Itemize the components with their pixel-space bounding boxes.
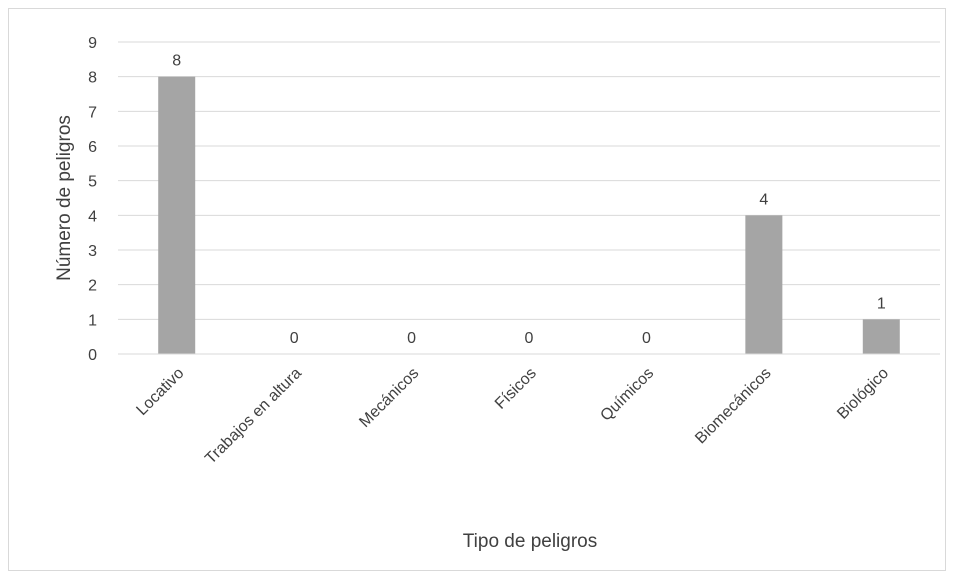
data-label: 1 — [877, 295, 886, 312]
y-axis-ticks: 0 1 2 3 4 5 6 7 8 9 — [88, 35, 97, 364]
y-tick-label: 9 — [88, 35, 97, 52]
y-tick-label: 3 — [88, 243, 97, 260]
x-category-label: Físicos — [492, 365, 540, 413]
bar — [158, 76, 196, 355]
x-category-label: Mecánicos — [356, 365, 422, 431]
data-label: 0 — [642, 330, 651, 347]
y-tick-label: 7 — [88, 104, 97, 121]
x-axis-title: Tipo de peligros — [463, 531, 597, 552]
x-category-label: Químicos — [597, 365, 657, 425]
y-axis-title: Número de peligros — [54, 115, 75, 281]
y-tick-label: 0 — [88, 347, 97, 364]
x-category-label: Trabajos en altura — [202, 365, 305, 468]
y-tick-label: 4 — [88, 208, 97, 225]
bar — [862, 319, 900, 354]
y-tick-label: 6 — [88, 139, 97, 156]
data-label: 4 — [759, 191, 768, 208]
y-tick-label: 8 — [88, 70, 97, 87]
data-label: 0 — [525, 330, 534, 347]
y-tick-label: 2 — [88, 278, 97, 295]
data-label: 0 — [290, 330, 299, 347]
x-axis-categories: Locativo Trabajos en altura Mecánicos Físic… — [133, 365, 892, 468]
data-labels: 8 0 0 0 0 4 1 — [172, 53, 886, 347]
data-label: 8 — [172, 53, 181, 70]
x-category-label: Biomecánicos — [692, 365, 774, 447]
x-category-label: Biológico — [834, 365, 892, 423]
bars — [158, 76, 900, 355]
data-label: 0 — [407, 330, 416, 347]
bar — [745, 215, 783, 354]
gridlines — [118, 41, 940, 320]
x-category-label: Locativo — [133, 365, 187, 419]
y-tick-label: 5 — [88, 174, 97, 191]
y-tick-label: 1 — [88, 312, 97, 329]
